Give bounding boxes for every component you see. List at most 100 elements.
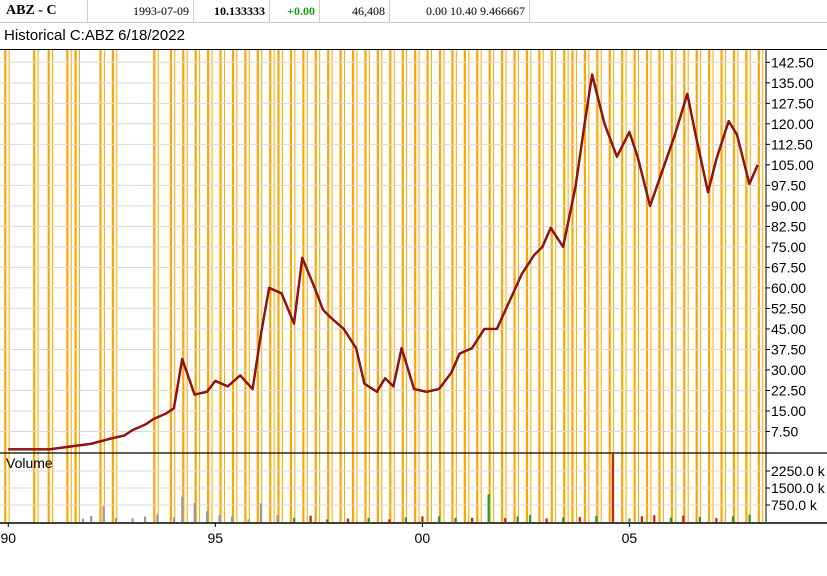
highlight-band bbox=[74, 50, 77, 522]
price-volume-chart[interactable]: Volume 7.50 15.00 22.50 30.00 37.50 45.00 52.50… bbox=[0, 50, 827, 576]
volume-bar bbox=[504, 518, 507, 522]
price-tick-label: 127.50 bbox=[771, 95, 814, 111]
volume-bar bbox=[346, 518, 350, 522]
chart-title-bar: Historical C:ABZ 6/18/2022 bbox=[0, 23, 827, 50]
volume-bar bbox=[731, 516, 735, 522]
volume-bar bbox=[528, 515, 532, 522]
highlight-band bbox=[463, 50, 466, 522]
highlight-band bbox=[327, 50, 330, 522]
highlight-band bbox=[608, 50, 611, 522]
volume-bar bbox=[682, 515, 685, 522]
volume-bar bbox=[326, 519, 329, 522]
highlight-band bbox=[538, 50, 541, 522]
volume-bar bbox=[292, 517, 296, 522]
price-tick-label: 67.50 bbox=[771, 259, 806, 275]
volume-bar bbox=[516, 516, 519, 522]
highlight-band bbox=[720, 50, 723, 522]
volume-bar bbox=[131, 518, 134, 522]
volume-bar bbox=[276, 515, 279, 522]
highlight-band bbox=[4, 50, 7, 522]
highlight-band bbox=[351, 50, 355, 522]
highlight-band bbox=[670, 50, 673, 522]
highlight-band bbox=[658, 50, 661, 522]
x-tick-label: 05 bbox=[622, 530, 638, 546]
volume-bar bbox=[114, 517, 118, 522]
highlight-band bbox=[277, 50, 280, 522]
price-tick-label: 112.50 bbox=[771, 136, 813, 152]
highlight-band bbox=[256, 50, 259, 522]
highlight-band bbox=[438, 50, 442, 522]
highlight-band bbox=[289, 50, 293, 522]
volume-bar bbox=[156, 514, 159, 522]
highlight-band bbox=[339, 50, 342, 522]
volume-bar bbox=[230, 516, 234, 522]
volume-bar bbox=[653, 515, 656, 522]
highlight-band bbox=[269, 50, 272, 522]
highlight-band bbox=[563, 50, 566, 522]
highlight-band bbox=[708, 50, 711, 522]
highlight-band bbox=[376, 50, 379, 522]
volume-bar bbox=[545, 518, 548, 522]
volume-bar bbox=[367, 517, 370, 522]
price-tick-label: 105.00 bbox=[771, 157, 814, 173]
x-tick-label: 95 bbox=[208, 530, 224, 546]
price-tick-label: 30.00 bbox=[771, 362, 806, 378]
highlight-band bbox=[451, 50, 454, 522]
quote-symbol[interactable]: ABZ - C bbox=[0, 0, 88, 22]
price-tick-label: 75.00 bbox=[771, 239, 806, 255]
volume-bar bbox=[471, 517, 474, 522]
highlight-band bbox=[488, 50, 491, 522]
highlight-band bbox=[732, 50, 736, 522]
quote-date: 1993-07-09 bbox=[88, 0, 194, 22]
highlight-band bbox=[314, 50, 317, 522]
highlight-bands bbox=[4, 50, 764, 522]
highlight-band bbox=[99, 50, 102, 522]
volume-bar bbox=[628, 518, 631, 522]
price-line-shadow bbox=[8, 73, 759, 451]
volume-bar bbox=[90, 516, 93, 522]
price-tick-label: 22.50 bbox=[771, 382, 806, 398]
price-tick-label: 60.00 bbox=[771, 280, 806, 296]
volume-bar bbox=[404, 517, 407, 522]
highlight-band bbox=[389, 50, 392, 522]
highlight-band bbox=[364, 50, 367, 522]
highlight-band bbox=[525, 50, 529, 522]
volume-bar bbox=[81, 518, 85, 522]
volume-bar bbox=[487, 494, 490, 522]
volume-bar bbox=[181, 496, 184, 522]
highlight-band bbox=[66, 50, 69, 522]
highlight-band bbox=[571, 50, 574, 522]
price-line bbox=[8, 73, 759, 450]
highlight-band bbox=[645, 50, 649, 522]
highlight-band bbox=[596, 50, 599, 522]
highlight-band bbox=[414, 50, 417, 522]
highlight-band bbox=[583, 50, 587, 522]
quote-open-high-low: 0.00 10.40 9.466667 bbox=[390, 0, 530, 22]
volume-bar bbox=[143, 516, 147, 522]
volume-bar bbox=[388, 519, 391, 522]
highlight-band bbox=[231, 50, 235, 522]
highlight-band bbox=[745, 50, 748, 522]
price-tick-label: 45.00 bbox=[771, 321, 806, 337]
volume-bar bbox=[309, 515, 312, 522]
volume-bar bbox=[206, 511, 209, 522]
price-tick-label: 120.00 bbox=[771, 116, 814, 132]
highlight-band bbox=[33, 50, 36, 522]
highlight-band bbox=[111, 50, 114, 522]
volume-bar bbox=[247, 519, 250, 522]
price-tick-label: 82.50 bbox=[771, 218, 806, 234]
x-tick-label: 90 bbox=[0, 530, 16, 546]
highlight-band bbox=[401, 50, 404, 522]
volume-bar bbox=[421, 516, 424, 522]
quote-last-price: 10.133333 bbox=[194, 0, 270, 22]
volume-bar bbox=[562, 517, 565, 522]
price-tick-label: 97.50 bbox=[771, 177, 806, 193]
highlight-band bbox=[426, 50, 429, 522]
volume-bar bbox=[193, 502, 196, 522]
highlight-band bbox=[194, 50, 197, 522]
highlight-band bbox=[207, 50, 210, 522]
highlight-band bbox=[633, 50, 636, 522]
price-tick-label: 37.50 bbox=[771, 341, 806, 357]
highlight-band bbox=[683, 50, 686, 522]
volume-bar bbox=[715, 518, 718, 522]
